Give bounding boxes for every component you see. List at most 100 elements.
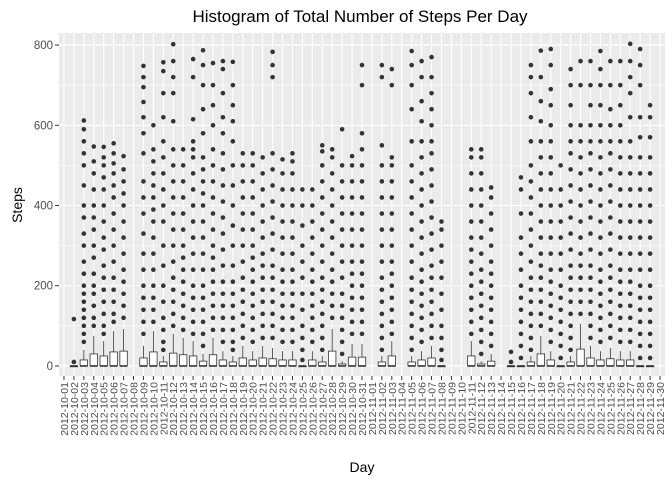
outlier-point bbox=[210, 179, 216, 184]
x-tick-label: 2012-10-31 bbox=[357, 382, 369, 436]
outlier-point bbox=[538, 287, 544, 293]
x-tick-label: 2012-10-05 bbox=[99, 382, 111, 436]
outlier-point bbox=[230, 347, 236, 353]
box-body bbox=[278, 359, 287, 367]
x-tick-label: 2012-10-25 bbox=[297, 382, 309, 436]
outlier-point bbox=[558, 251, 563, 256]
outlier-point bbox=[111, 287, 116, 293]
outlier-point bbox=[190, 56, 196, 62]
outlier-point bbox=[468, 187, 474, 192]
outlier-point bbox=[250, 255, 256, 260]
outlier-point bbox=[488, 211, 494, 216]
outlier-point bbox=[478, 351, 484, 357]
outlier-point bbox=[608, 151, 613, 156]
outlier-point bbox=[91, 255, 97, 260]
outlier-point bbox=[637, 46, 643, 52]
x-tick-label: 2012-11-14 bbox=[496, 382, 508, 435]
outlier-point bbox=[250, 151, 256, 156]
outlier-point bbox=[210, 291, 216, 297]
outlier-point bbox=[637, 187, 643, 192]
x-tick-label: 2012-10-20 bbox=[248, 382, 260, 436]
outlier-point bbox=[419, 303, 424, 309]
box-2012-10-31 bbox=[357, 62, 367, 367]
outlier-point bbox=[568, 335, 573, 341]
outlier-point bbox=[230, 263, 236, 268]
outlier-point bbox=[121, 315, 126, 321]
x-tick-label: 2012-10-10 bbox=[148, 382, 160, 436]
box-body bbox=[238, 357, 247, 367]
outlier-point bbox=[528, 163, 534, 168]
outlier-point bbox=[578, 58, 583, 64]
x-tick-label: 2012-10-21 bbox=[258, 382, 270, 436]
outlier-point bbox=[161, 171, 166, 176]
outlier-point bbox=[349, 283, 355, 289]
outlier-point bbox=[558, 331, 563, 337]
outlier-point bbox=[240, 163, 246, 168]
outlier-point bbox=[310, 235, 315, 240]
outlier-point bbox=[310, 339, 315, 345]
outlier-point bbox=[568, 347, 573, 353]
box-body bbox=[99, 355, 108, 367]
outlier-point bbox=[180, 303, 186, 309]
outlier-point bbox=[270, 74, 275, 80]
outlier-point bbox=[101, 287, 107, 293]
outlier-point bbox=[538, 98, 544, 104]
outlier-point bbox=[439, 335, 444, 341]
outlier-point bbox=[300, 275, 305, 281]
box-2012-11-20 bbox=[556, 163, 565, 368]
outlier-point bbox=[389, 243, 395, 248]
outlier-point bbox=[429, 323, 434, 329]
outlier-point bbox=[538, 275, 544, 281]
outlier-point bbox=[151, 283, 156, 289]
outlier-point bbox=[161, 187, 166, 192]
outlier-point bbox=[240, 195, 246, 200]
outlier-point bbox=[439, 219, 444, 224]
box-2012-10-20 bbox=[248, 151, 257, 367]
outlier-point bbox=[121, 279, 126, 285]
outlier-point bbox=[468, 271, 474, 277]
outlier-point bbox=[210, 60, 216, 66]
x-tick-label: 2012-10-30 bbox=[347, 382, 359, 436]
outlier-point bbox=[558, 295, 563, 301]
outlier-point bbox=[270, 49, 275, 55]
outlier-point bbox=[429, 167, 434, 172]
outlier-point bbox=[578, 251, 583, 256]
outlier-point bbox=[290, 171, 295, 176]
box-body bbox=[268, 358, 277, 367]
outlier-point bbox=[518, 235, 524, 240]
outlier-point bbox=[558, 203, 563, 208]
outlier-point bbox=[359, 211, 365, 216]
outlier-point bbox=[220, 247, 226, 252]
outlier-point bbox=[141, 151, 146, 156]
outlier-point bbox=[200, 167, 206, 172]
outlier-point bbox=[598, 187, 603, 192]
outlier-point bbox=[608, 215, 613, 220]
outlier-point bbox=[568, 199, 573, 204]
outlier-point bbox=[409, 48, 414, 54]
outlier-point bbox=[81, 126, 87, 132]
box-2012-10-11 bbox=[159, 59, 168, 367]
y-tick-label: 200 bbox=[34, 281, 53, 293]
outlier-point bbox=[598, 48, 603, 54]
outlier-point bbox=[359, 163, 365, 168]
outlier-point bbox=[339, 179, 345, 184]
outlier-point bbox=[339, 327, 345, 333]
outlier-point bbox=[141, 295, 146, 301]
outlier-point bbox=[250, 243, 256, 248]
outlier-point bbox=[240, 259, 246, 264]
outlier-point bbox=[647, 307, 653, 313]
outlier-point bbox=[319, 149, 325, 154]
outlier-point bbox=[310, 251, 315, 256]
outlier-point bbox=[81, 243, 87, 248]
outlier-point bbox=[478, 267, 484, 272]
outlier-point bbox=[419, 315, 424, 321]
outlier-point bbox=[389, 211, 395, 216]
outlier-point bbox=[468, 203, 474, 208]
outlier-point bbox=[478, 291, 484, 297]
outlier-point bbox=[439, 243, 444, 248]
outlier-point bbox=[290, 303, 295, 309]
outlier-point bbox=[81, 323, 87, 329]
outlier-point bbox=[280, 171, 285, 176]
outlier-point bbox=[180, 291, 186, 297]
x-tick-label: 2012-11-02 bbox=[377, 382, 389, 435]
